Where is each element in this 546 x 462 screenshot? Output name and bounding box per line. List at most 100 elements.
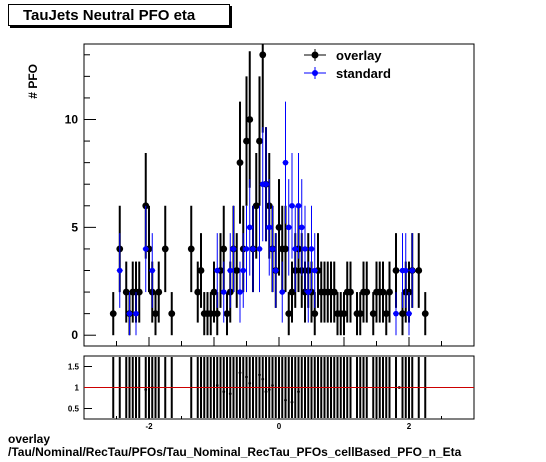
data-point <box>272 267 279 274</box>
data-point <box>292 246 299 252</box>
data-point <box>282 245 289 253</box>
data-point <box>237 289 243 295</box>
plot-title: TauJets Neutral PFO eta <box>8 4 230 26</box>
data-point <box>135 288 143 296</box>
data-point <box>421 310 429 318</box>
data-point <box>288 288 296 296</box>
y-axis-label: # PFO <box>26 64 40 99</box>
ratio-point <box>284 398 287 402</box>
ratio-point <box>144 388 148 391</box>
data-point <box>382 310 390 318</box>
data-point <box>243 246 250 252</box>
data-point <box>236 159 244 167</box>
data-point <box>347 288 354 296</box>
data-point <box>256 246 263 252</box>
ratio-axis-ticks: 0.5 1 1.5 -2 0 2 <box>68 363 475 431</box>
data-point <box>207 310 215 318</box>
data-point <box>126 310 133 317</box>
data-point <box>302 246 308 252</box>
data-point <box>155 288 163 296</box>
data-point <box>240 267 247 274</box>
data-point <box>363 288 371 296</box>
data-point <box>298 224 305 231</box>
data-point <box>340 310 348 318</box>
ratio-point <box>290 400 294 404</box>
ratio-point <box>258 373 261 377</box>
data-point <box>220 245 228 253</box>
legend-marker-standard <box>312 70 318 76</box>
legend: overlay standard <box>304 48 391 81</box>
footer-line-1: overlay <box>8 432 51 446</box>
x-tick-label: 2 <box>407 422 412 431</box>
ratio-point <box>248 381 252 385</box>
ratio-point <box>271 384 274 387</box>
data-point <box>168 310 176 318</box>
data-point <box>406 310 412 317</box>
y-tick-label: 10 <box>65 113 79 127</box>
histogram-path: overlay /Tau/Nominal/RecTau/PFOs/Tau_Nom… <box>8 433 461 459</box>
data-point <box>187 245 195 253</box>
data-point <box>152 310 159 318</box>
data-point <box>210 288 218 296</box>
data-point <box>330 288 338 296</box>
data-point <box>214 267 221 274</box>
x-tick-label: 0 <box>277 422 282 431</box>
legend-label-overlay: overlay <box>336 48 382 63</box>
data-point <box>116 267 123 274</box>
ratio-point <box>267 388 271 391</box>
data-point <box>194 288 202 296</box>
data-point <box>250 246 256 252</box>
legend-marker-overlay <box>311 51 319 59</box>
data-point <box>109 310 117 318</box>
data-point <box>279 289 286 295</box>
data-point <box>149 267 156 274</box>
ratio-point <box>261 377 265 381</box>
ratio-point <box>245 375 248 379</box>
ratio-point <box>297 390 300 394</box>
data-point <box>243 137 250 145</box>
data-point <box>233 267 241 274</box>
data-point <box>295 202 302 209</box>
data-point <box>220 289 227 295</box>
data-point <box>133 310 139 317</box>
data-point <box>311 267 318 274</box>
ratio-point <box>264 390 268 394</box>
ratio-point <box>215 384 219 387</box>
data-point <box>256 137 263 145</box>
data-point <box>259 51 267 59</box>
data-point <box>386 288 393 296</box>
data-point <box>415 267 423 274</box>
ratio-y-tick-label: 1.5 <box>68 363 80 372</box>
data-point <box>305 289 312 295</box>
data-point <box>252 202 260 210</box>
data-point <box>263 181 269 188</box>
data-point <box>246 116 254 123</box>
ratio-point <box>228 392 232 396</box>
data-point <box>379 288 387 296</box>
data-point <box>269 246 276 252</box>
data-point <box>285 224 292 231</box>
data-point <box>409 267 416 274</box>
main-axis-ticks: 0 5 10 <box>65 54 475 346</box>
ratio-point <box>238 371 242 375</box>
data-point <box>311 310 319 318</box>
data-point <box>230 246 237 252</box>
ratio-y-tick-label: 1 <box>75 384 80 393</box>
data-point <box>266 224 273 231</box>
y-tick-label: 5 <box>71 220 78 234</box>
data-point <box>197 267 205 274</box>
series-standard <box>116 101 416 336</box>
ratio-point <box>222 390 226 394</box>
data-point <box>369 310 377 318</box>
data-point <box>223 310 231 318</box>
data-point <box>246 224 253 231</box>
data-point <box>308 246 315 252</box>
data-point <box>161 245 169 253</box>
legend-label-standard: standard <box>336 66 391 81</box>
data-point <box>399 310 406 318</box>
x-tick-label: -2 <box>145 422 153 431</box>
data-point <box>393 310 399 317</box>
data-point <box>213 310 221 318</box>
data-point <box>122 288 130 296</box>
